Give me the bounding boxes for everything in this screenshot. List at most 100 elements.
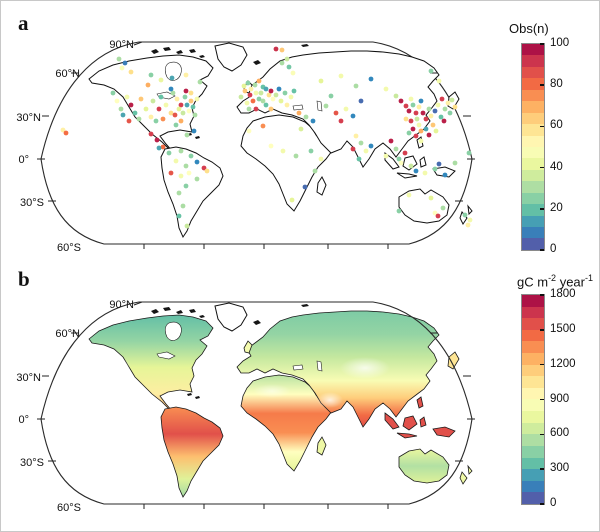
colorbar-tick-mark [540,468,544,470]
colorbar-segment [522,135,544,147]
obs-site-marker [273,46,279,52]
obs-site-marker [172,112,178,118]
obs-site-marker [436,161,442,167]
obs-site-marker [408,163,414,169]
obs-site-marker [290,70,296,76]
obs-site-marker [426,106,432,112]
lat-label-30n: 30°N [16,112,41,124]
obs-site-marker [368,143,374,149]
obs-site-marker [284,56,290,62]
obs-site-marker [176,190,182,196]
obs-site-marker [132,110,138,116]
obs-site-marker [439,96,445,102]
obs-site-marker [148,131,154,137]
obs-site-marker [440,205,446,211]
obs-site-marker [138,96,144,102]
obs-site-marker [343,106,349,112]
colorbar-tick-mark [540,503,544,505]
obs-site-marker [408,118,414,124]
obs-site-marker [116,56,122,62]
colorbar-tick-label: 1800 [550,288,576,300]
colorbar-tick-label: 1500 [550,322,576,335]
obs-site-marker [194,176,200,182]
obs-site-marker [188,153,194,159]
obs-site-marker [398,160,404,166]
colorbar-segment [522,399,544,412]
obs-site-marker [246,106,252,112]
lat-label-90n: 90°N [109,39,134,51]
obs-site-marker [430,122,436,128]
colorbar-tick-mark [540,43,544,45]
colorbar-segment [522,124,544,136]
obs-site-marker [418,98,424,104]
obs-site-marker [184,132,190,138]
colorbar-segment [522,306,544,319]
unit-text: year [556,274,585,290]
panel-b-letter: b [18,267,30,291]
obs-site-marker [186,170,192,176]
obs-site-marker [426,132,432,138]
colorbar-segment [522,55,544,67]
colorbar-tick-mark [540,125,544,128]
obs-site-marker [422,170,428,176]
lat-label-30s: 30°S [20,197,44,209]
colorbar-segment [522,238,544,250]
colorbar-segment [522,353,544,365]
obs-site-marker [173,158,179,164]
obs-site-marker [168,110,174,116]
obs-site-marker [178,118,184,124]
obs-site-marker [241,83,247,89]
colorbar-tick-label: 0 [550,497,557,509]
obs-site-marker [408,96,414,102]
obs-site-marker [268,106,274,112]
colorbar-segment [522,469,544,481]
colorbar-tick-label: 100 [550,37,570,49]
colorbar-tick-label: 1200 [550,357,576,370]
obs-site-marker [423,126,429,132]
lat-label-60n: 60°N [55,68,80,80]
obs-site-marker [358,140,364,146]
landmass-australia [398,448,450,484]
colorbar-segment [522,44,544,56]
colorbar-tick-mark [540,398,544,401]
colorbar-segment [522,192,544,205]
obs-site-marker [60,127,66,133]
colorbar-segment [522,318,544,330]
obs-site-marker [308,148,314,154]
obs-site-marker [194,96,200,102]
obs-site-marker [396,208,402,214]
obs-site-marker [303,114,309,120]
obs-site-marker [282,90,288,96]
obs-site-marker [168,170,174,176]
landmass-australia [398,188,450,224]
colorbar-segment [522,329,544,342]
obs-site-marker [148,114,154,120]
obs-site-marker [153,118,159,124]
colorbar-segment [522,227,544,239]
obs-site-marker [166,150,172,156]
obs-site-marker [383,86,389,92]
obs-site-marker [158,77,164,83]
lat-label-60s: 60°S [57,502,81,514]
colorbar-tick-label: 900 [550,392,570,405]
colorbar-segment [522,434,544,446]
obs-site-marker [250,98,256,104]
obs-site-marker [148,72,154,78]
obs-site-marker [136,116,142,122]
obs-site-marker [268,88,274,94]
colorbar-tick-mark [540,84,544,86]
obs-site-marker [183,72,189,78]
colorbar-tick-mark [540,329,544,331]
colorbar-tick-mark [540,249,544,251]
obs-site-marker [128,69,134,75]
obs-site-marker [406,130,412,136]
colorbar-tick-label: 20 [550,201,563,214]
obs-site-marker [124,94,130,100]
obs-site-marker [256,96,262,102]
obs-site-marker [288,94,294,100]
lat-label-30n: 30°N [16,372,41,384]
obs-site-marker [182,94,188,100]
obs-site-marker [174,96,180,102]
obs-site-marker [413,133,419,139]
